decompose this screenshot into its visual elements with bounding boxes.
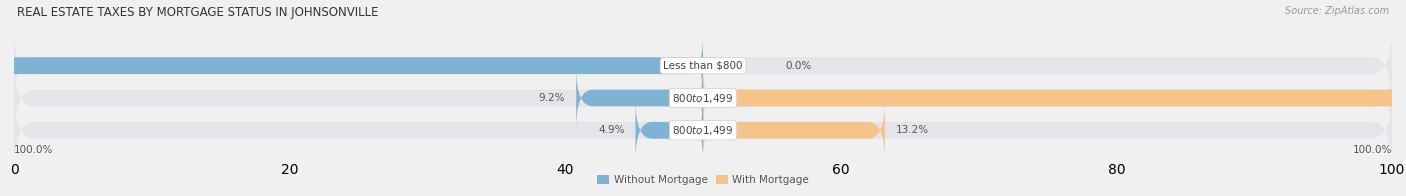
Text: $800 to $1,499: $800 to $1,499	[672, 124, 734, 137]
FancyBboxPatch shape	[14, 58, 1392, 138]
Text: 100.0%: 100.0%	[1353, 145, 1392, 155]
FancyBboxPatch shape	[0, 35, 703, 96]
Text: 0.0%: 0.0%	[786, 61, 811, 71]
Text: Less than $800: Less than $800	[664, 61, 742, 71]
Text: 13.2%: 13.2%	[896, 125, 929, 135]
Text: 100.0%: 100.0%	[14, 145, 53, 155]
FancyBboxPatch shape	[636, 100, 703, 161]
Text: 4.9%: 4.9%	[598, 125, 624, 135]
Text: 9.2%: 9.2%	[538, 93, 565, 103]
Text: REAL ESTATE TAXES BY MORTGAGE STATUS IN JOHNSONVILLE: REAL ESTATE TAXES BY MORTGAGE STATUS IN …	[17, 6, 378, 19]
FancyBboxPatch shape	[703, 68, 1406, 128]
Legend: Without Mortgage, With Mortgage: Without Mortgage, With Mortgage	[593, 171, 813, 189]
Text: Source: ZipAtlas.com: Source: ZipAtlas.com	[1285, 6, 1389, 16]
FancyBboxPatch shape	[14, 90, 1392, 170]
FancyBboxPatch shape	[576, 68, 703, 128]
Text: $800 to $1,499: $800 to $1,499	[672, 92, 734, 104]
FancyBboxPatch shape	[14, 26, 1392, 106]
FancyBboxPatch shape	[703, 100, 884, 161]
